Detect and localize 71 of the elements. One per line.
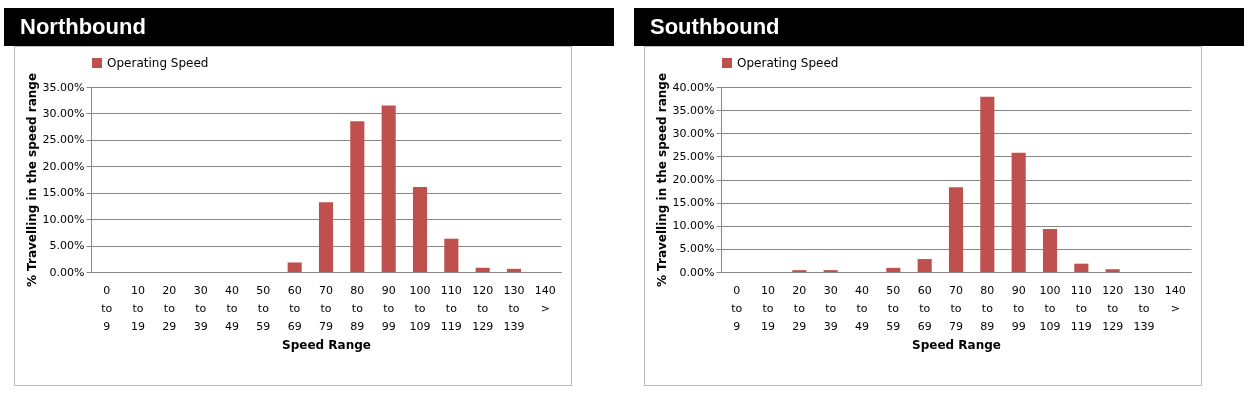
x-tick-label: 30 to 39 bbox=[193, 283, 208, 333]
bar bbox=[886, 267, 901, 272]
x-tick-label: 20 to 29 bbox=[162, 283, 177, 333]
x-tick-label: 100 to 109 bbox=[1039, 283, 1061, 333]
x-axis-title: Speed Range bbox=[282, 337, 371, 352]
x-tick-label: 120 to 129 bbox=[1102, 283, 1124, 333]
bar bbox=[1042, 228, 1058, 272]
x-tick-label: 60 to 69 bbox=[287, 283, 302, 333]
y-tick-label: 25.00% bbox=[672, 149, 715, 163]
bar bbox=[381, 105, 396, 272]
y-tick-label: 35.00% bbox=[42, 80, 85, 94]
bar bbox=[287, 262, 302, 272]
y-tick-label: 5.00% bbox=[49, 239, 85, 253]
legend-label: Operating Speed bbox=[737, 56, 839, 70]
y-tick-label: 35.00% bbox=[672, 103, 715, 117]
x-tick-label: 60 to 69 bbox=[917, 283, 932, 333]
x-tick-label: 140 > bbox=[534, 283, 556, 315]
x-tick-label: 90 to 99 bbox=[381, 283, 396, 333]
bar bbox=[475, 267, 490, 272]
chart-title: Northbound bbox=[4, 8, 614, 46]
y-tick-label: 10.00% bbox=[672, 219, 715, 233]
x-tick-label: 0 to 9 bbox=[731, 283, 743, 333]
y-tick-label: 20.00% bbox=[672, 173, 715, 186]
y-tick-label: 20.00% bbox=[42, 159, 85, 173]
bar bbox=[412, 186, 428, 272]
chart-title: Southbound bbox=[634, 8, 1244, 46]
x-tick-label: 30 to 39 bbox=[823, 283, 838, 333]
x-tick-label: 50 to 59 bbox=[256, 283, 271, 333]
x-tick-label: 130 to 139 bbox=[1133, 283, 1155, 333]
x-tick-label: 70 to 79 bbox=[319, 283, 333, 333]
x-tick-label: 70 to 79 bbox=[949, 283, 963, 333]
y-tick-label: 15.00% bbox=[672, 196, 715, 210]
legend-label: Operating Speed bbox=[107, 56, 209, 70]
y-tick-label: 0.00% bbox=[679, 265, 715, 279]
bar bbox=[948, 187, 964, 272]
y-tick-label: 15.00% bbox=[42, 186, 85, 200]
x-tick-label: 10 to 19 bbox=[761, 283, 775, 333]
bar bbox=[506, 268, 522, 272]
y-tick-label: 40.00% bbox=[672, 80, 715, 94]
x-tick-label: 130 to 139 bbox=[503, 283, 525, 333]
bar bbox=[318, 202, 334, 272]
x-tick-label: 20 to 29 bbox=[792, 283, 807, 333]
y-axis-title: % Travelling in the speed range bbox=[654, 72, 669, 288]
x-tick-label: 100 to 109 bbox=[409, 283, 431, 333]
y-tick-label: 5.00% bbox=[679, 242, 715, 256]
y-tick-label: 25.00% bbox=[42, 133, 85, 147]
x-tick-label: 140 > bbox=[1164, 283, 1186, 315]
x-tick-label: 120 to 129 bbox=[472, 283, 494, 333]
bar bbox=[1011, 152, 1026, 272]
bar bbox=[980, 96, 995, 272]
x-tick-label: 90 to 99 bbox=[1011, 283, 1026, 333]
y-tick-label: 30.00% bbox=[42, 106, 85, 120]
x-tick-label: 110 to 119 bbox=[1070, 283, 1092, 333]
y-tick-label: 10.00% bbox=[42, 212, 85, 226]
bar bbox=[350, 121, 365, 272]
x-tick-label: 40 to 49 bbox=[225, 283, 239, 333]
x-tick-label: 80 to 89 bbox=[350, 283, 365, 333]
y-axis-title: % Travelling in the speed range bbox=[24, 72, 39, 288]
x-tick-label: 0 to 9 bbox=[101, 283, 113, 333]
bar bbox=[1105, 269, 1120, 272]
bar bbox=[444, 238, 459, 272]
x-axis-title: Speed Range bbox=[912, 337, 1001, 352]
x-tick-label: 80 to 89 bbox=[980, 283, 995, 333]
x-tick-label: 40 to 49 bbox=[855, 283, 869, 333]
x-tick-label: 10 to 19 bbox=[131, 283, 145, 333]
bar bbox=[917, 259, 932, 272]
x-tick-label: 110 to 119 bbox=[440, 283, 462, 333]
bar bbox=[1074, 263, 1089, 272]
y-tick-label: 30.00% bbox=[672, 126, 715, 140]
x-tick-label: 50 to 59 bbox=[886, 283, 901, 333]
y-tick-label: 0.00% bbox=[49, 265, 85, 279]
